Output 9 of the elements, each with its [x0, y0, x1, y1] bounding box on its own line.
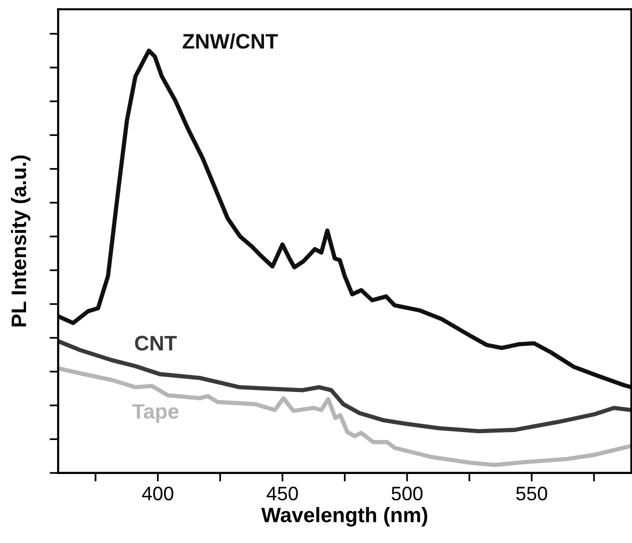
x-tick-label: 550 — [516, 486, 548, 500]
series-label: Tape — [132, 404, 178, 423]
y-axis-title: PL Intensity (a.u.) — [10, 155, 30, 326]
x-tick-label: 450 — [266, 486, 298, 500]
series-label: CNT — [135, 336, 177, 351]
series-label: ZNW/CNT — [182, 33, 278, 49]
x-tick-label: 400 — [142, 486, 174, 500]
x-axis-title: Wavelength (nm) — [261, 507, 428, 527]
x-tick-label: 500 — [392, 486, 423, 500]
